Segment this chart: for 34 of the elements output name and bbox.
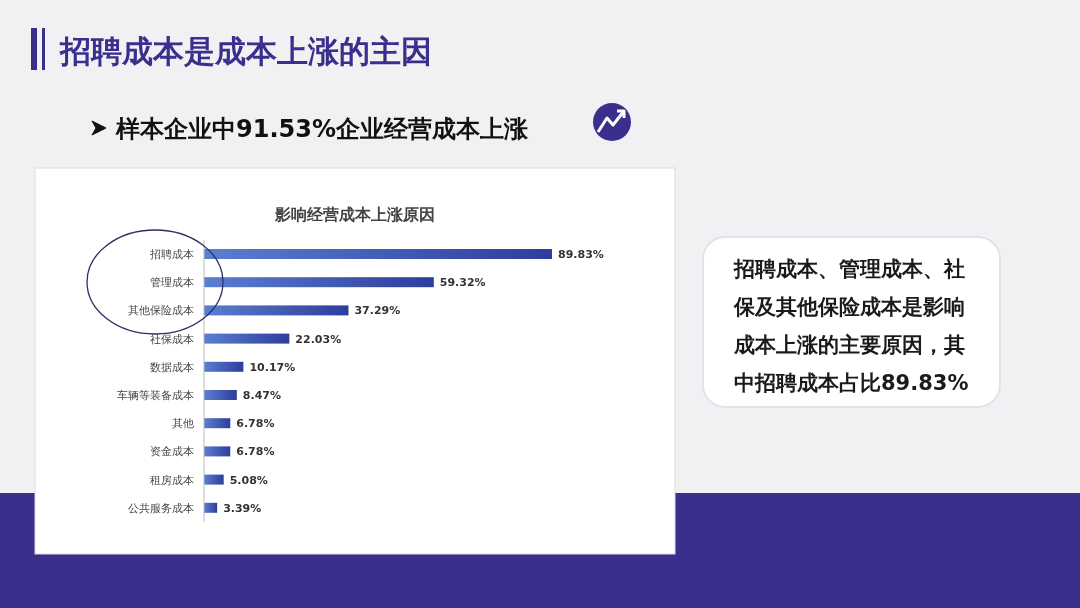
bar <box>204 305 349 316</box>
y-tick-label: 资金成本 <box>150 445 194 459</box>
y-tick-label: 管理成本 <box>150 276 194 290</box>
bar <box>204 361 244 372</box>
data-label: 10.17% <box>249 360 296 374</box>
chart-title: 招聘成本是成本上涨的主因 <box>59 33 432 69</box>
bar <box>204 249 552 259</box>
y-tick-label: 其他 <box>172 417 194 431</box>
data-label: 22.03% <box>295 332 342 346</box>
y-tick-label: 公共服务成本 <box>128 501 194 515</box>
data-label: 59.32% <box>439 276 486 290</box>
bar <box>204 277 434 288</box>
text: 影响经营成本上涨原因 <box>274 205 435 224</box>
bar <box>204 333 290 344</box>
y-tick-label: 租房成本 <box>150 473 194 487</box>
text: 招聘成本、管理成本、社保及其他保险成本是影响成本上涨的主要原因，其中招聘成本占比89.83% <box>733 257 969 395</box>
y-tick-label: 数据成本 <box>150 360 194 374</box>
y-tick-label: 社保成本 <box>150 332 194 346</box>
y-tick-label: 其他保险成本 <box>128 304 194 318</box>
data-label: 5.08% <box>229 473 268 487</box>
bar <box>204 502 218 513</box>
data-label: 6.78% <box>236 417 275 431</box>
bar <box>204 446 231 457</box>
data-label: 89.83% <box>558 248 604 261</box>
y-tick-label: 车辆等装备成本 <box>117 389 194 402</box>
bar <box>204 418 231 429</box>
data-label: 6.78% <box>236 445 275 459</box>
data-label: 8.47% <box>242 389 281 402</box>
data-label: 3.39% <box>223 501 262 515</box>
data-label: 37.29% <box>354 304 401 318</box>
bar <box>204 474 224 485</box>
y-tick-label: 招聘成本 <box>149 248 194 261</box>
bar <box>204 390 237 400</box>
chart-subtitle: 样本企业中91.53%企业经营成本上涨 <box>115 115 529 143</box>
